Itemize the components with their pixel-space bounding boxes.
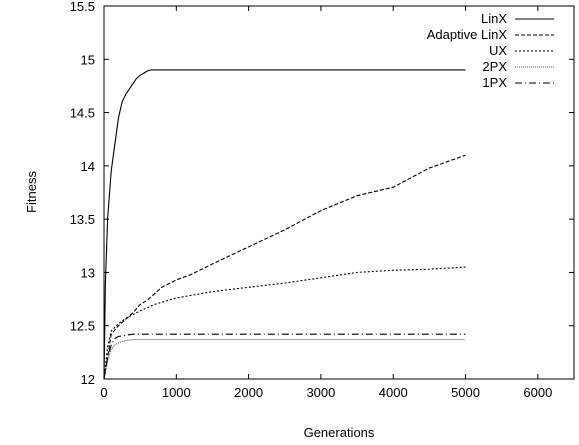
series-layer: [103, 69, 466, 380]
y-tick-label: 12.5: [70, 319, 95, 334]
y-tick-label: 14: [81, 159, 95, 174]
x-tick-label: 3000: [306, 385, 335, 400]
x-tick-label: 4000: [379, 385, 408, 400]
x-tick-label: 1000: [162, 385, 191, 400]
plot-frame: [103, 5, 575, 380]
y-tick-label: 12: [81, 372, 95, 387]
legend-label-adaptive-linx: Adaptive LinX: [427, 27, 508, 42]
y-axis-title: Fitness: [24, 171, 39, 213]
y-tick-label: 15: [81, 52, 95, 67]
legend-label-2px: 2PX: [482, 59, 507, 74]
series-line-ux: [103, 266, 466, 380]
y-tick-label: 13.5: [70, 212, 95, 227]
series-line-adaptive-linx: [103, 154, 466, 380]
x-tick-label: 0: [100, 385, 107, 400]
series-line-linx: [103, 69, 466, 380]
x-tick-label: 2000: [234, 385, 263, 400]
y-tick-label: 13: [81, 265, 95, 280]
x-axis-title: Generations: [304, 425, 375, 440]
x-tick-label: 5000: [451, 385, 480, 400]
axis-tick-labels: 0 1000 2000 3000 4000 5000 6000 12 12.5 13 13.5 14 1…: [70, 0, 553, 400]
legend-label-1px: 1PX: [482, 75, 507, 90]
series-line-1px: [103, 333, 466, 380]
legend-label-linx: LinX: [481, 11, 507, 26]
y-tick-label: 15.5: [70, 0, 95, 14]
series-line-2px: [103, 339, 466, 380]
legend-label-ux: UX: [489, 43, 507, 58]
x-tick-label: 6000: [523, 385, 552, 400]
y-tick-label: 14.5: [70, 106, 95, 121]
